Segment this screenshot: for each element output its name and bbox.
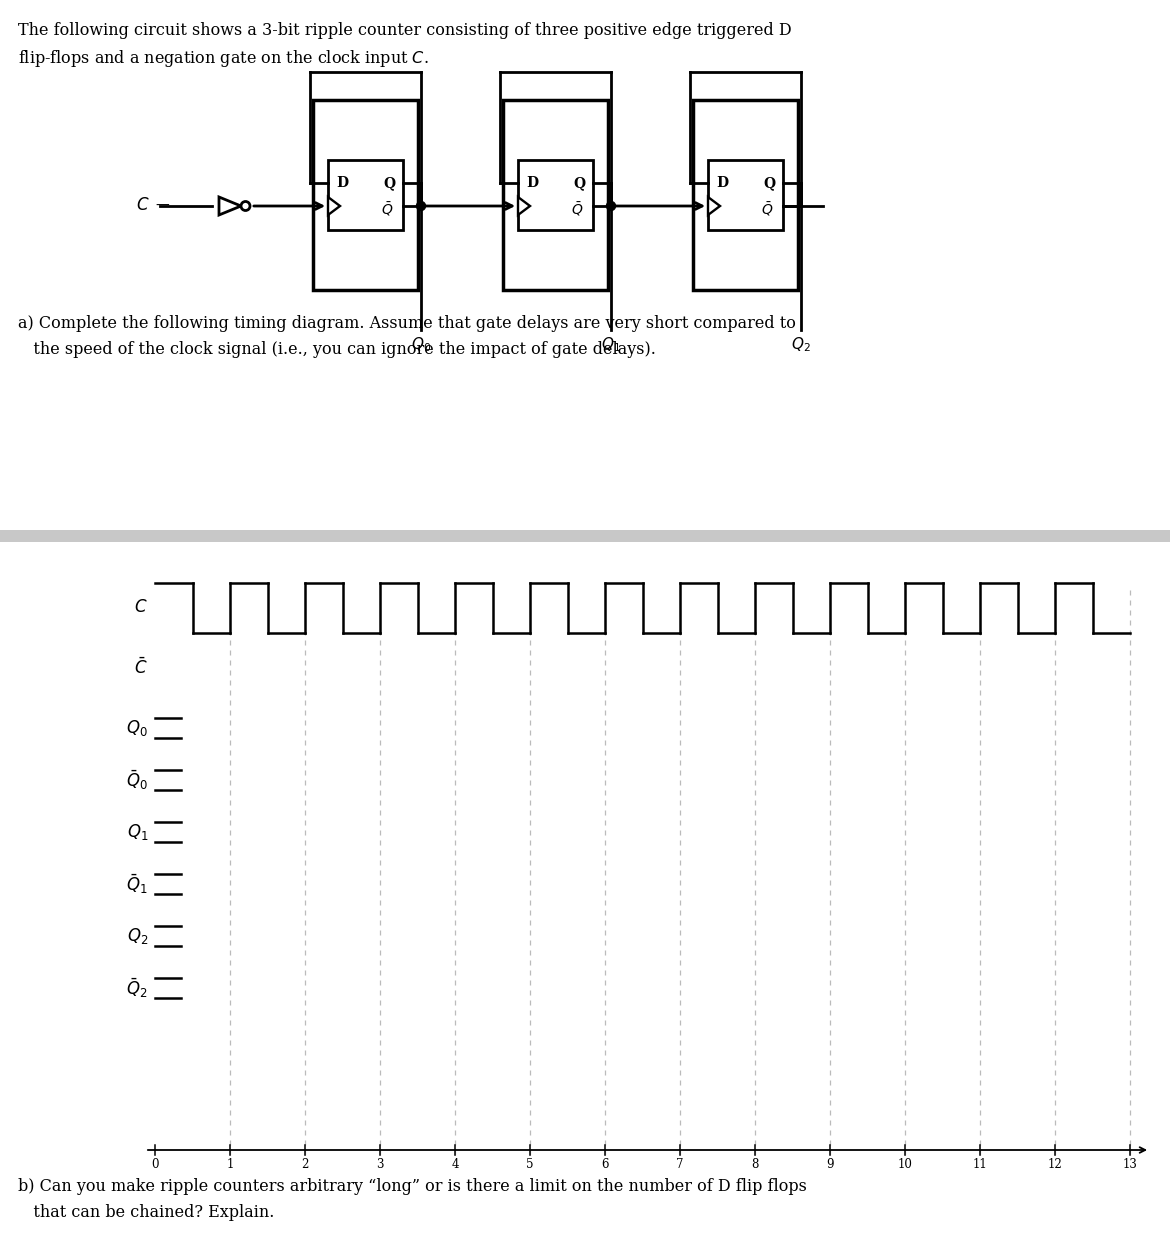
Text: $C$: $C$ [137,197,150,215]
Text: 8: 8 [751,1158,758,1171]
Text: a) Complete the following timing diagram. Assume that gate delays are very short: a) Complete the following timing diagram… [18,315,796,332]
Text: $Q_0$: $Q_0$ [411,335,431,354]
Bar [693,100,798,290]
Text: D: D [526,176,538,190]
Text: flip-flops and a negation gate on the clock input $C$.: flip-flops and a negation gate on the cl… [18,48,428,69]
Text: 3: 3 [377,1158,384,1171]
Text: Q: Q [573,176,585,190]
Text: $\bar{Q}$: $\bar{Q}$ [571,200,583,217]
Bar [503,100,608,290]
Text: $\bar{Q}_1$: $\bar{Q}_1$ [126,872,147,896]
Text: D: D [336,176,349,190]
Text: $C$: $C$ [135,599,147,617]
Polygon shape [518,197,530,215]
Circle shape [417,201,426,211]
Text: $Q_2$: $Q_2$ [126,926,147,946]
Text: 12: 12 [1047,1158,1062,1171]
Text: $\bar{Q}_0$: $\bar{Q}_0$ [126,769,147,791]
Text: 0: 0 [151,1158,159,1171]
Text: The following circuit shows a 3-bit ripple counter consisting of three positive : The following circuit shows a 3-bit ripp… [18,23,792,39]
Text: the speed of the clock signal (i.e., you can ignore the impact of gate delays).: the speed of the clock signal (i.e., you… [18,340,656,358]
Text: that can be chained? Explain.: that can be chained? Explain. [18,1205,275,1221]
Text: 2: 2 [302,1158,309,1171]
Text: $Q_1$: $Q_1$ [601,335,621,354]
Text: $\bar{Q}$: $\bar{Q}$ [760,200,773,217]
Bar [314,100,418,290]
Text: Q: Q [383,176,395,190]
Text: D: D [716,176,728,190]
Text: 13: 13 [1122,1158,1137,1171]
Text: —: — [154,198,168,214]
Text: $\bar{Q}$: $\bar{Q}$ [380,200,393,217]
Text: $Q_0$: $Q_0$ [126,718,147,739]
Text: Q: Q [763,176,775,190]
Text: 7: 7 [676,1158,683,1171]
Text: 10: 10 [897,1158,913,1171]
Text: 11: 11 [972,1158,987,1171]
Text: $\bar{C}$: $\bar{C}$ [135,658,147,678]
Text: $Q_1$: $Q_1$ [126,821,147,842]
Text: 1: 1 [226,1158,234,1171]
Circle shape [606,201,615,211]
Bar [518,160,593,230]
Text: 9: 9 [826,1158,834,1171]
Text: $Q_2$: $Q_2$ [791,335,811,354]
Polygon shape [219,197,241,215]
Text: 5: 5 [526,1158,534,1171]
Bar [328,160,402,230]
Text: b) Can you make ripple counters arbitrary “long” or is there a limit on the numb: b) Can you make ripple counters arbitrar… [18,1178,807,1194]
Bar [0,530,1170,543]
Circle shape [241,201,250,211]
Text: 6: 6 [601,1158,608,1171]
Text: 4: 4 [452,1158,459,1171]
Polygon shape [708,197,720,215]
Polygon shape [328,197,340,215]
Bar [708,160,783,230]
Text: $\bar{Q}_2$: $\bar{Q}_2$ [126,976,147,1000]
